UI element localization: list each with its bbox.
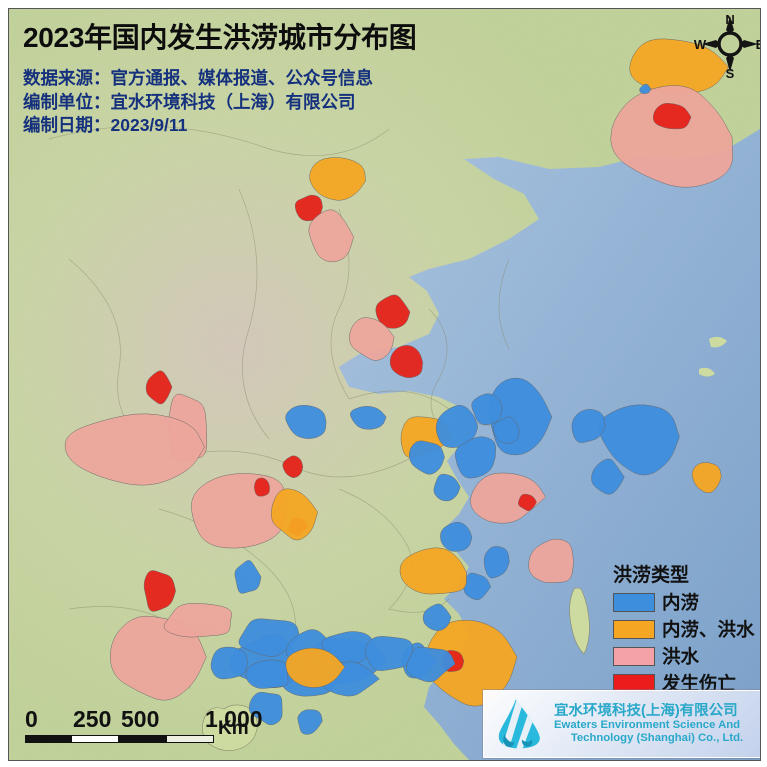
svg-text:E: E (756, 37, 760, 52)
